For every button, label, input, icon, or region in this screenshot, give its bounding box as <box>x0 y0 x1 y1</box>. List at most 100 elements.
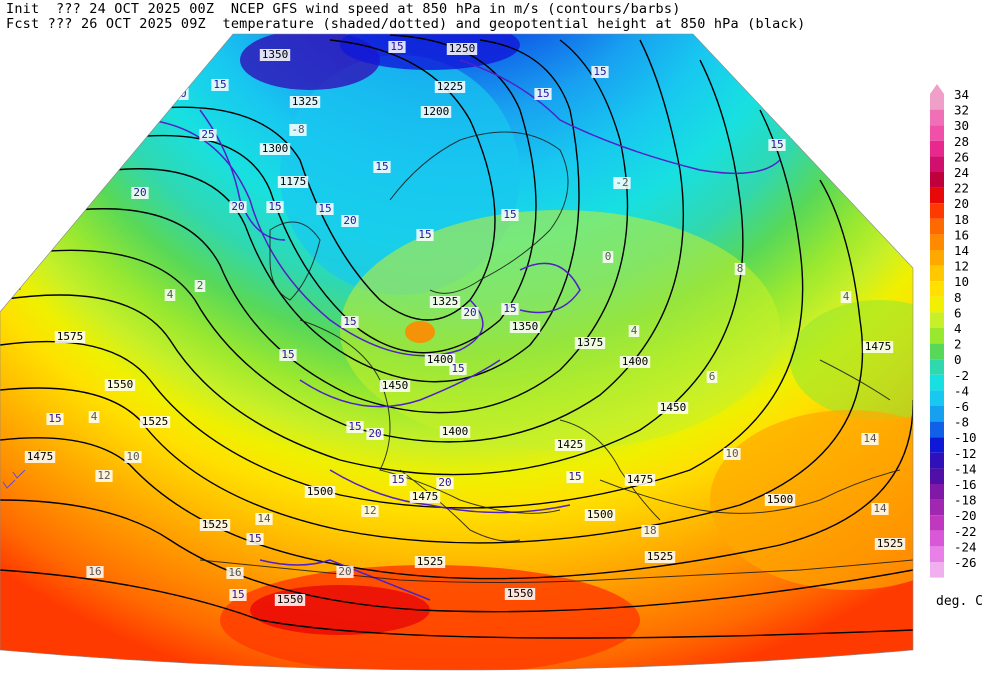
colorbar-swatch <box>930 312 944 328</box>
wind-label-bg <box>46 413 64 425</box>
height-label-bg <box>304 486 336 498</box>
wind-label: 15 <box>391 473 404 486</box>
colorbar-swatch <box>930 203 944 219</box>
wind-label-bg <box>279 349 297 361</box>
wind-label: 15 <box>231 588 244 601</box>
wind-label: 15 <box>451 362 464 375</box>
temperature-label-bg <box>871 503 889 515</box>
wind-label-bg <box>246 533 264 545</box>
temperature-label-bg <box>226 567 244 579</box>
temperature-label: 16 <box>228 566 241 579</box>
temperature-label: 16 <box>88 565 101 578</box>
colorbar-tick-label: 10 <box>954 274 969 289</box>
height-label-bg <box>429 296 461 308</box>
wind-label-bg <box>211 79 229 91</box>
height-label-bg <box>574 337 606 349</box>
height-label-bg <box>420 106 452 118</box>
wind-label: 20 <box>343 214 356 227</box>
height-label: 1525 <box>877 537 904 550</box>
height-label: 1450 <box>382 379 409 392</box>
height-label: 1525 <box>202 518 229 531</box>
height-label: 1300 <box>262 142 289 155</box>
wind-label-bg <box>436 477 454 489</box>
colorbar-swatch <box>930 281 944 297</box>
colorbar-swatch <box>930 172 944 188</box>
colorbar-swatch <box>930 296 944 313</box>
height-label: 1550 <box>277 593 304 606</box>
colorbar-swatch <box>930 515 944 531</box>
height-label-bg <box>446 43 478 55</box>
temperature-label: 0 <box>605 250 612 263</box>
wind-label: 25 <box>201 128 214 141</box>
colorbar-swatch <box>930 468 944 484</box>
height-label: 1400 <box>622 355 649 368</box>
colorbar-tick-label: -14 <box>954 461 977 476</box>
coastlines <box>199 131 913 583</box>
wind-label-bg <box>416 229 434 241</box>
temperature-label-bg <box>164 289 176 301</box>
wind-label: 15 <box>375 160 388 173</box>
height-label-bg <box>259 49 291 61</box>
temperature-colorbar: 3432302826242220181614121086420-2-4-6-8-… <box>930 84 977 578</box>
height-label: 1550 <box>107 378 134 391</box>
height-label-bg <box>289 96 321 108</box>
wind-label-bg <box>461 307 479 319</box>
colorbar-tick-label: -4 <box>954 383 969 398</box>
height-label-bg <box>509 321 541 333</box>
wind-label-bg <box>266 201 284 213</box>
wind-label-bg <box>501 303 519 315</box>
colorbar-tick-label: 24 <box>954 165 969 180</box>
colorbar-tick-label: 30 <box>954 118 969 133</box>
colorbar-top-arrow <box>930 84 944 94</box>
wind-label-bg <box>199 129 217 141</box>
map-border <box>0 33 914 671</box>
height-label-bg <box>24 451 56 463</box>
wind-label: 15 <box>770 138 783 151</box>
colorbar-tick-label: 26 <box>954 149 969 164</box>
temperature-label-bg <box>124 451 142 463</box>
temperature-label-bg <box>723 448 741 460</box>
colorbar-tick-label: 14 <box>954 243 969 258</box>
forecast-line: Fcst ??? 26 OCT 2025 09Z temperature (sh… <box>6 16 806 32</box>
temperature-label: 6 <box>709 370 716 383</box>
colorbar-tick-label: 6 <box>954 305 962 320</box>
colorbar-swatch <box>930 484 944 500</box>
colorbar-swatch <box>930 546 944 562</box>
wind-label: 15 <box>248 532 261 545</box>
temperature-label: 12 <box>97 469 110 482</box>
colorbar-swatch <box>930 359 944 375</box>
height-label: 1200 <box>423 105 450 118</box>
temperature-label: 20 <box>338 565 351 578</box>
wind-label: 15 <box>593 65 606 78</box>
temperature-label: 4 <box>167 288 174 301</box>
height-label-bg <box>862 341 894 353</box>
height-label-bg <box>584 509 616 521</box>
temperature-label: 4 <box>91 410 98 423</box>
colorbar-tick-label: -20 <box>954 508 977 523</box>
height-label-bg <box>104 379 136 391</box>
colorbar-tick-label: 12 <box>954 259 969 274</box>
height-label: 1350 <box>262 48 289 61</box>
colorbar-swatch <box>930 94 944 110</box>
height-label: 1475 <box>412 490 439 503</box>
colorbar-tick-label: -22 <box>954 524 977 539</box>
colorbar-swatch <box>930 125 944 141</box>
temperature-label: 12 <box>363 504 376 517</box>
height-label-bg <box>434 81 466 93</box>
height-label-bg <box>259 143 291 155</box>
colorbar-swatch <box>930 265 944 282</box>
colorbar-tick-label: 8 <box>954 290 962 305</box>
height-label: 1250 <box>449 42 476 55</box>
temperature-label-bg <box>194 280 206 292</box>
height-label: 1525 <box>647 550 674 563</box>
colorbar-tick-label: -8 <box>954 415 969 430</box>
temperature-label-bg <box>255 513 273 525</box>
wind-label-bg <box>229 589 247 601</box>
wind-label: 20 <box>133 186 146 199</box>
colorbar-swatch <box>930 234 944 250</box>
wind-label: 15 <box>318 202 331 215</box>
wind-label-bg <box>341 215 359 227</box>
wind-label: 15 <box>343 315 356 328</box>
height-label: 1500 <box>587 508 614 521</box>
colorbar-swatch <box>930 421 944 438</box>
